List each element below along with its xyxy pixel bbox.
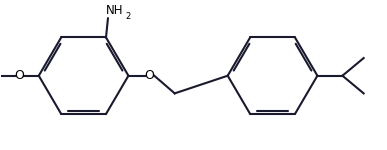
Text: 2: 2 xyxy=(125,12,130,21)
Text: O: O xyxy=(15,69,24,82)
Text: O: O xyxy=(145,69,154,82)
Text: NH: NH xyxy=(106,4,123,17)
